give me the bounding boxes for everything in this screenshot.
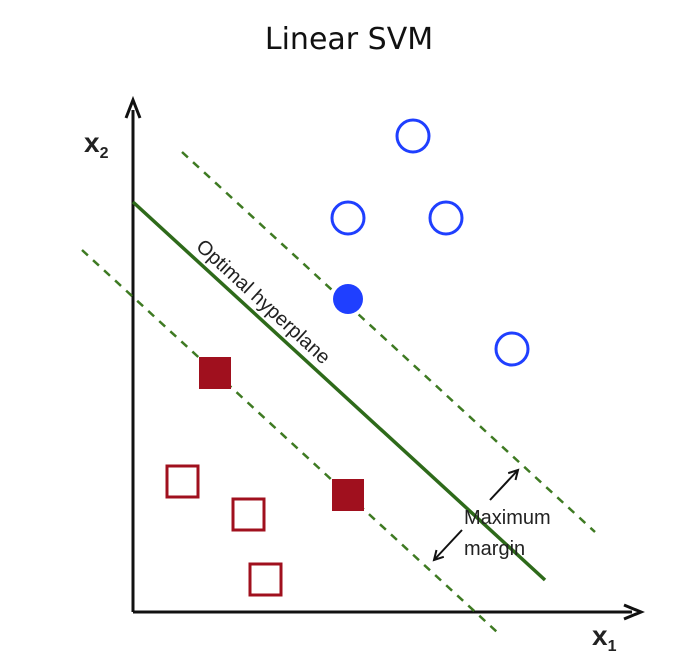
positive-support-vector xyxy=(333,284,363,314)
positive-point xyxy=(330,200,366,236)
margin-arrow-down-icon xyxy=(434,529,463,560)
negative-support-vector xyxy=(199,357,231,389)
lower-margin-line xyxy=(81,249,498,633)
positive-point xyxy=(428,200,464,236)
positive-point xyxy=(395,118,431,154)
negative-support-vector xyxy=(332,479,364,511)
margin-label-line2: margin xyxy=(464,538,525,560)
hyperplane-label: Optimal hyperplane xyxy=(192,235,335,368)
negative-point xyxy=(248,562,283,597)
y-axis-arrow-icon xyxy=(124,95,142,119)
x-axis-label: x1 xyxy=(592,620,617,655)
margin-arrow-up-icon xyxy=(489,470,518,501)
diagram-title: Linear SVM xyxy=(264,22,434,57)
optimal-hyperplane-line xyxy=(131,200,547,582)
y-axis-label: x2 xyxy=(84,127,109,162)
margin-label-line1: Maximum xyxy=(464,507,551,529)
negative-point xyxy=(165,464,200,499)
positive-point xyxy=(494,331,530,367)
x-axis-arrow-icon xyxy=(623,603,645,621)
upper-margin-line xyxy=(181,151,596,533)
negative-point xyxy=(231,497,266,532)
